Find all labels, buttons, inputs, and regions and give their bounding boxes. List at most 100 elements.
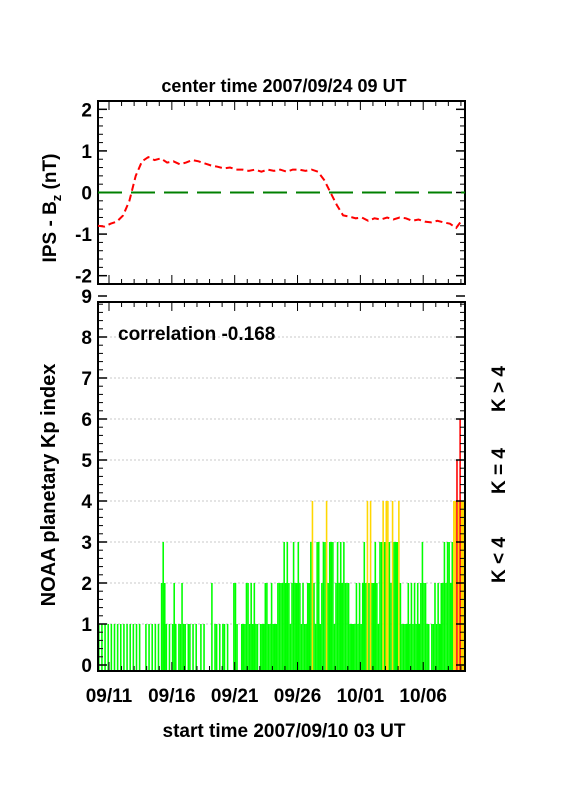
kp-bar — [160, 583, 163, 671]
kp-bar — [272, 624, 274, 671]
kp-bar — [187, 624, 190, 671]
kp-bar — [413, 583, 416, 671]
kp-bar — [376, 583, 378, 671]
kp-bar — [311, 501, 314, 671]
kp-bar — [401, 624, 403, 671]
kp-axis-ticks — [98, 295, 465, 671]
kp-bar — [380, 542, 383, 671]
kp-bar — [119, 624, 122, 671]
kp-bar — [387, 501, 389, 671]
kp-y-tick-label: 0 — [81, 656, 92, 677]
kp-bar — [284, 583, 287, 671]
kp-bar — [280, 583, 282, 671]
kp-bar — [344, 583, 347, 671]
kp-bar — [398, 501, 400, 671]
kp-bar — [350, 624, 353, 671]
kp-bar — [339, 542, 342, 671]
kp-bar — [275, 624, 278, 671]
legend-mid: K = 4 — [489, 448, 510, 494]
kp-bar — [306, 583, 309, 671]
bz-y-tick-label: -2 — [75, 267, 92, 288]
kp-bars — [98, 419, 466, 671]
kp-x-tick-label: 09/11 — [86, 686, 133, 707]
bz-y-tick-label: 2 — [81, 100, 92, 121]
kp-bar — [453, 501, 455, 671]
kp-bar — [391, 501, 394, 671]
kp-bar — [174, 624, 177, 671]
kp-bar — [382, 501, 384, 671]
kp-bar — [214, 624, 216, 671]
bz-y-tick-labels: 2 1 0 -1 -2 — [75, 100, 92, 287]
kp-bar — [269, 624, 271, 671]
kp-bar — [266, 583, 268, 671]
kp-bar — [379, 542, 381, 671]
kp-bar — [245, 583, 248, 671]
kp-bar — [242, 624, 245, 671]
kp-bar — [286, 542, 289, 671]
kp-bar — [336, 542, 339, 671]
kp-bar — [107, 624, 109, 671]
kp-bar — [338, 583, 340, 671]
kp-y-tick-label: 9 — [81, 287, 92, 308]
kp-bar — [181, 583, 183, 671]
kp-bar — [250, 583, 252, 671]
kp-bar — [288, 583, 290, 671]
kp-bar — [317, 542, 320, 671]
kp-bar — [200, 624, 202, 671]
kp-bar — [357, 624, 359, 671]
kp-bar — [385, 501, 388, 671]
kp-bar — [451, 542, 454, 671]
kp-bar — [189, 624, 191, 671]
kp-bar — [297, 542, 300, 671]
kp-bar — [454, 501, 457, 671]
bz-axis-ticks — [98, 101, 465, 284]
kp-bar — [154, 624, 157, 671]
kp-bar — [270, 583, 273, 671]
legend-high: K > 4 — [489, 366, 510, 412]
kp-bar — [236, 624, 238, 671]
kp-bar — [445, 583, 447, 671]
kp-y-tick-label: 3 — [81, 533, 92, 554]
kp-bar — [171, 624, 174, 671]
kp-bar — [116, 624, 119, 671]
kp-bar — [203, 624, 205, 671]
kp-bar — [407, 583, 410, 671]
kp-bar — [291, 583, 293, 671]
kp-bar — [399, 583, 402, 671]
kp-bar — [273, 624, 276, 671]
kp-bar — [328, 542, 331, 671]
bz-y-label-unit: (nT) — [40, 154, 61, 195]
kp-bar — [223, 624, 226, 671]
kp-bar — [222, 624, 224, 671]
kp-bar — [322, 542, 325, 671]
kp-bar — [457, 501, 460, 671]
kp-bar — [319, 624, 322, 671]
kp-bar — [310, 542, 312, 671]
bz-y-label-main: IPS - B — [40, 201, 61, 262]
kp-bar — [393, 542, 395, 671]
kp-bar — [283, 542, 285, 671]
bz-panel: center time 2007/09/24 09 UT 2 1 0 -1 -2 IPS… — [40, 76, 466, 288]
kp-y-tick-label: 6 — [81, 410, 92, 431]
kp-bar — [456, 460, 458, 671]
kp-y-tick-label: 8 — [81, 328, 92, 349]
kp-x-tick-label: 10/01 — [337, 686, 385, 707]
kp-y-tick-label: 2 — [81, 574, 92, 595]
kp-bar — [410, 583, 413, 671]
kp-bar — [321, 583, 323, 671]
kp-bar — [371, 583, 373, 671]
kp-bar — [173, 583, 175, 671]
kp-bar — [421, 542, 424, 671]
kp-bar — [360, 624, 362, 671]
kp-bar — [278, 583, 281, 671]
kp-bar — [416, 583, 419, 671]
kp-bar — [292, 542, 295, 671]
kp-bar — [405, 624, 408, 671]
kp-bar — [358, 583, 361, 671]
kp-bar — [138, 624, 141, 671]
kp-bar — [244, 624, 246, 671]
kp-bar — [178, 624, 180, 671]
kp-bar — [448, 542, 450, 671]
kp-bar — [303, 624, 306, 671]
kp-bar — [366, 501, 369, 671]
